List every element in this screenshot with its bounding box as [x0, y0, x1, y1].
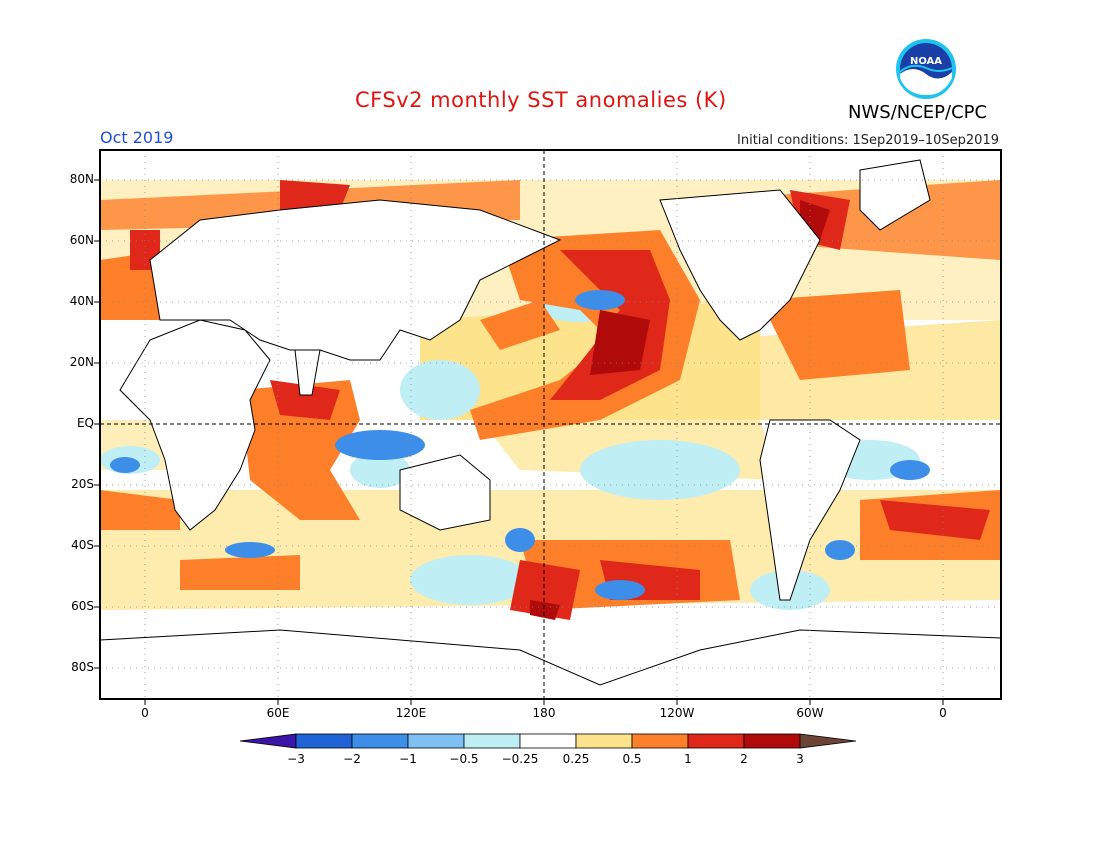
warm-anomalies	[130, 180, 990, 620]
colorbar-label: −3	[287, 752, 305, 766]
lon-label-120e: 120E	[395, 706, 427, 720]
map-frame	[99, 149, 1002, 700]
mild-warm-anomalies	[100, 180, 1000, 610]
lat-label-40s: 40S	[71, 538, 94, 552]
colorbar-bin	[351, 733, 409, 749]
colorbar-label: 2	[740, 752, 748, 766]
colorbar-label: −1	[399, 752, 417, 766]
lat-label-80s: 80S	[71, 660, 94, 674]
colorbar-label: 0.25	[562, 752, 590, 766]
colorbar-label: 3	[796, 752, 804, 766]
lon-label-0-east: 0	[939, 706, 947, 720]
eurasia-land	[149, 199, 562, 361]
lat-label-60n: 60N	[69, 233, 94, 247]
colorbar-label: 0.5	[622, 752, 642, 766]
south-america-land	[759, 419, 861, 601]
forecast-month: Oct 2019	[100, 128, 174, 147]
lat-label-40n: 40N	[69, 294, 94, 308]
lat-label-80n: 80N	[69, 172, 94, 186]
weak-warm-anomalies	[100, 180, 1001, 610]
colorbar-label: −0.25	[501, 752, 539, 766]
cool-anomalies	[110, 290, 930, 600]
antarctica-land	[100, 629, 1001, 699]
australia-land	[399, 454, 491, 531]
grid-lines	[100, 150, 1001, 699]
colorbar-bin	[295, 733, 353, 749]
lon-label-120w: 120W	[659, 706, 695, 720]
strong-warm-anomalies	[530, 200, 830, 620]
colorbar-bin	[407, 733, 465, 749]
colorbar-low-arrow	[239, 733, 297, 749]
colorbar-label: −0.5	[449, 752, 479, 766]
lat-label-60s: 60S	[71, 599, 94, 613]
north-america-land	[659, 189, 821, 341]
colorbar-bin	[463, 733, 521, 749]
weak-cool-anomalies	[100, 278, 920, 610]
svg-text:NOAA: NOAA	[910, 56, 942, 67]
initial-conditions: Initial conditions: 1Sep2019–10Sep2019	[737, 133, 999, 148]
strong-cool-anomaly	[206, 286, 234, 298]
axis-ticks	[94, 179, 944, 705]
colorbar-bin	[575, 733, 633, 749]
lat-label-20n: 20N	[69, 355, 94, 369]
colorbar-bin	[519, 733, 577, 749]
lat-label-eq: EQ	[76, 416, 94, 430]
colorbar-high-arrow	[799, 733, 857, 749]
colorbar-bin	[743, 733, 801, 749]
india-land	[294, 349, 321, 396]
reference-lines	[100, 150, 1001, 699]
colorbar	[239, 733, 857, 749]
colorbar-label: −2	[343, 752, 361, 766]
chart-title: CFSv2 monthly SST anomalies (K)	[355, 88, 727, 112]
colorbar-bin	[631, 733, 689, 749]
land-masses	[100, 159, 1001, 699]
lon-label-0: 0	[141, 706, 149, 720]
greenland-land	[859, 159, 931, 231]
africa-land	[119, 319, 271, 531]
noaa-logo: NOAA	[896, 39, 956, 99]
lat-label-20s: 20S	[71, 477, 94, 491]
agency-label: NWS/NCEP/CPC	[848, 102, 988, 123]
lon-label-180: 180	[532, 706, 556, 720]
colorbar-label: 1	[684, 752, 692, 766]
lon-label-60e: 60E	[266, 706, 290, 720]
lon-label-60w: 60W	[796, 706, 824, 720]
colorbar-bin	[687, 733, 745, 749]
